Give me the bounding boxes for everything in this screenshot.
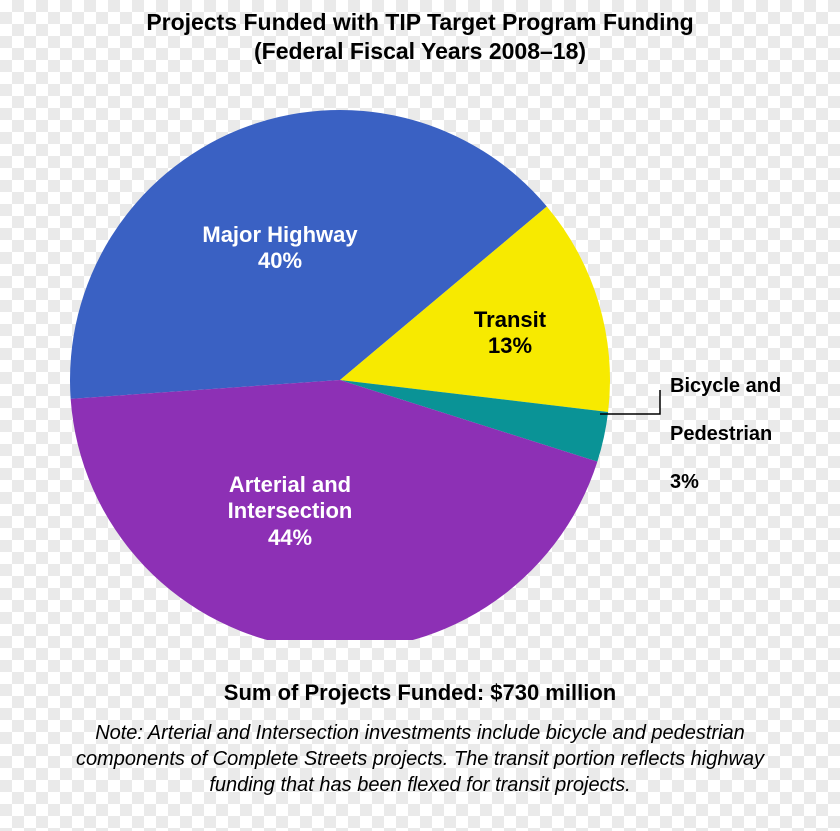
slice-label: Major Highway40% xyxy=(160,222,400,275)
slice-label: Transit13% xyxy=(390,307,630,360)
slice-name: Arterial and Intersection xyxy=(228,472,353,523)
title-line-1: Projects Funded with TIP Target Program … xyxy=(146,9,693,35)
ext-label-line-3: 3% xyxy=(670,471,699,493)
slice-percent: 40% xyxy=(258,248,302,273)
slice-percent: 13% xyxy=(488,333,532,358)
ext-label-line-1: Bicycle and xyxy=(670,375,781,397)
ext-label-line-2: Pedestrian xyxy=(670,423,772,445)
slice-name: Transit xyxy=(474,307,546,332)
chart-page: Projects Funded with TIP Target Program … xyxy=(0,0,840,831)
chart-title: Projects Funded with TIP Target Program … xyxy=(0,8,840,66)
slice-percent: 44% xyxy=(268,525,312,550)
slice-label: Arterial and Intersection44% xyxy=(170,472,410,551)
title-line-2: (Federal Fiscal Years 2008–18) xyxy=(254,38,586,64)
pie-chart: Major Highway40% Transit13% Arterial and I… xyxy=(0,80,840,640)
slice-name: Major Highway xyxy=(202,222,357,247)
external-slice-label: Bicycle and Pedestrian 3% xyxy=(670,350,781,494)
sum-of-projects: Sum of Projects Funded: $730 million xyxy=(0,680,840,706)
footnote: Note: Arterial and Intersection investme… xyxy=(50,720,790,798)
